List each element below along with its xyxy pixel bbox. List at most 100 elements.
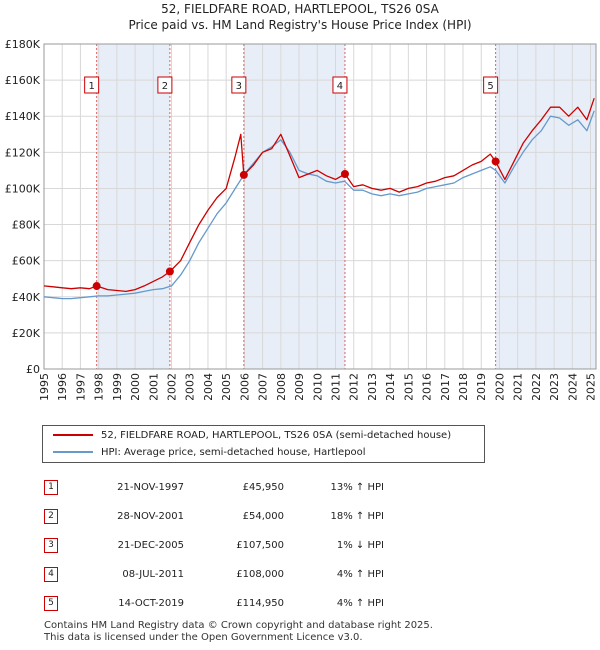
legend-swatch-property bbox=[53, 434, 93, 436]
sale-date: 14-OCT-2019 bbox=[118, 598, 184, 609]
x-tick-label: 1997 bbox=[74, 373, 87, 400]
sale-number-label: 2 bbox=[162, 81, 168, 92]
plot-frame bbox=[43, 43, 597, 370]
sale-number-badge: 5 bbox=[44, 596, 58, 611]
sales-table-row: 5 14-OCT-2019 £114,950 4% ↑ HPI bbox=[44, 589, 384, 618]
x-tick-label: 2017 bbox=[439, 373, 452, 400]
x-tick-label: 2004 bbox=[202, 373, 215, 400]
y-tick-label: £100K bbox=[5, 182, 41, 195]
sale-point bbox=[340, 170, 349, 178]
price-chart: £0 £20K £40K £60K £80K £100K £120K £140K £160K £1… bbox=[5, 38, 598, 400]
x-tick-label: 2011 bbox=[329, 373, 342, 400]
y-tick-label: £140K bbox=[5, 110, 41, 123]
sale-number-badge: 2 bbox=[44, 509, 58, 524]
sale-number-box bbox=[157, 76, 173, 94]
sale-hpi-change: 4% ↑ HPI bbox=[336, 569, 384, 580]
sale-hpi-change: 18% ↑ HPI bbox=[330, 511, 384, 522]
sale-date: 21-DEC-2005 bbox=[117, 540, 184, 551]
x-tick-label: 2023 bbox=[548, 373, 561, 400]
x-tick-label: 2010 bbox=[311, 373, 324, 400]
x-tick-label: 2000 bbox=[129, 373, 142, 400]
sale-number-label: 1 bbox=[88, 81, 94, 92]
legend-item-hpi: HPI: Average price, semi-detached house,… bbox=[53, 444, 366, 460]
chart-title: 52, FIELDFARE ROAD, HARTLEPOOL, TS26 0SA bbox=[161, 2, 439, 16]
sale-number-box bbox=[332, 76, 348, 94]
legend-label-property: 52, FIELDFARE ROAD, HARTLEPOOL, TS26 0SA… bbox=[101, 429, 452, 441]
x-tick-label: 1999 bbox=[111, 373, 124, 400]
x-tick-label: 2002 bbox=[166, 373, 179, 400]
sale-price: £107,500 bbox=[236, 540, 284, 551]
sale-price: £114,950 bbox=[236, 598, 284, 609]
sale-number-box bbox=[231, 76, 247, 94]
sale-number-box bbox=[84, 76, 100, 94]
x-tick-label: 2013 bbox=[366, 373, 379, 400]
x-tick-label: 2019 bbox=[475, 373, 488, 400]
sale-date: 28-NOV-2001 bbox=[117, 511, 184, 522]
x-tick-label: 2021 bbox=[512, 373, 525, 400]
legend-swatch-hpi bbox=[53, 451, 93, 453]
x-tick-label: 2012 bbox=[348, 373, 361, 400]
x-tick-label: 2015 bbox=[402, 373, 415, 400]
sale-hpi-change: 1% ↓ HPI bbox=[336, 540, 384, 551]
sale-price: £45,950 bbox=[242, 482, 284, 493]
sales-table: 1 21-NOV-1997 £45,950 13% ↑ HPI 2 28-NOV-2001… bbox=[44, 473, 384, 618]
sale-number-box bbox=[483, 76, 499, 94]
x-tick-label: 2005 bbox=[220, 373, 233, 400]
sale-number-badge: 3 bbox=[44, 538, 58, 553]
y-tick-label: £60K bbox=[12, 255, 41, 268]
x-tick-label: 2014 bbox=[384, 373, 397, 400]
x-tick-label: 1996 bbox=[56, 373, 69, 400]
x-tick-label: 2006 bbox=[238, 373, 251, 400]
sales-table-row: 3 21-DEC-2005 £107,500 1% ↓ HPI bbox=[44, 531, 384, 560]
sale-number-label: 3 bbox=[236, 81, 242, 92]
y-tick-label: £160K bbox=[5, 74, 41, 87]
chart-subtitle: Price paid vs. HM Land Registry's House … bbox=[128, 18, 472, 32]
series-line-property bbox=[43, 97, 595, 293]
sale-number-label: 4 bbox=[337, 81, 343, 92]
legend-item-property: 52, FIELDFARE ROAD, HARTLEPOOL, TS26 0SA… bbox=[53, 427, 451, 443]
sale-date: 08-JUL-2011 bbox=[122, 569, 184, 580]
sales-table-row: 4 08-JUL-2011 £108,000 4% ↑ HPI bbox=[44, 560, 384, 589]
y-tick-label: £120K bbox=[5, 146, 41, 159]
x-tick-label: 2008 bbox=[275, 373, 288, 400]
x-tick-label: 1995 bbox=[38, 373, 51, 400]
sale-number-badge: 1 bbox=[44, 480, 58, 495]
legend-label-hpi: HPI: Average price, semi-detached house,… bbox=[101, 446, 366, 458]
sale-price: £54,000 bbox=[242, 511, 284, 522]
sale-point bbox=[239, 170, 248, 179]
y-tick-label: £0 bbox=[26, 363, 40, 376]
sale-number-badge: 4 bbox=[44, 567, 58, 582]
ownership-period-shade bbox=[243, 44, 345, 369]
x-tick-label: 2020 bbox=[493, 373, 506, 400]
x-tick-label: 2018 bbox=[457, 373, 470, 400]
sale-point bbox=[165, 267, 174, 276]
sale-point bbox=[491, 157, 500, 166]
footer-licence: This data is licensed under the Open Gov… bbox=[44, 632, 363, 643]
sale-price: £108,000 bbox=[236, 569, 284, 580]
y-tick-label: £80K bbox=[12, 219, 41, 232]
x-tick-label: 2001 bbox=[147, 373, 160, 400]
y-tick-label: £180K bbox=[5, 38, 41, 51]
x-tick-label: 2009 bbox=[293, 373, 306, 400]
sale-date: 21-NOV-1997 bbox=[117, 482, 184, 493]
sale-hpi-change: 4% ↑ HPI bbox=[336, 598, 384, 609]
ownership-period-shade bbox=[495, 44, 596, 369]
sale-hpi-change: 13% ↑ HPI bbox=[330, 482, 384, 493]
series-line-hpi bbox=[43, 110, 595, 300]
sales-table-row: 1 21-NOV-1997 £45,950 13% ↑ HPI bbox=[44, 473, 384, 502]
ownership-period-shade bbox=[96, 44, 170, 369]
x-tick-label: 2007 bbox=[257, 373, 270, 400]
footer-copyright: Contains HM Land Registry data © Crown c… bbox=[44, 620, 433, 631]
sales-table-row: 2 28-NOV-2001 £54,000 18% ↑ HPI bbox=[44, 502, 384, 531]
chart-legend: 52, FIELDFARE ROAD, HARTLEPOOL, TS26 0SA… bbox=[42, 425, 485, 463]
y-tick-label: £20K bbox=[12, 327, 41, 340]
x-tick-label: 2022 bbox=[530, 373, 543, 400]
x-tick-label: 2016 bbox=[421, 373, 434, 400]
sale-point bbox=[92, 282, 101, 291]
sale-number-label: 5 bbox=[487, 81, 493, 92]
y-tick-label: £40K bbox=[12, 291, 41, 304]
x-tick-label: 2024 bbox=[566, 373, 579, 400]
x-tick-label: 1998 bbox=[93, 373, 106, 400]
x-tick-label: 2025 bbox=[585, 373, 598, 400]
x-tick-label: 2003 bbox=[184, 373, 197, 400]
